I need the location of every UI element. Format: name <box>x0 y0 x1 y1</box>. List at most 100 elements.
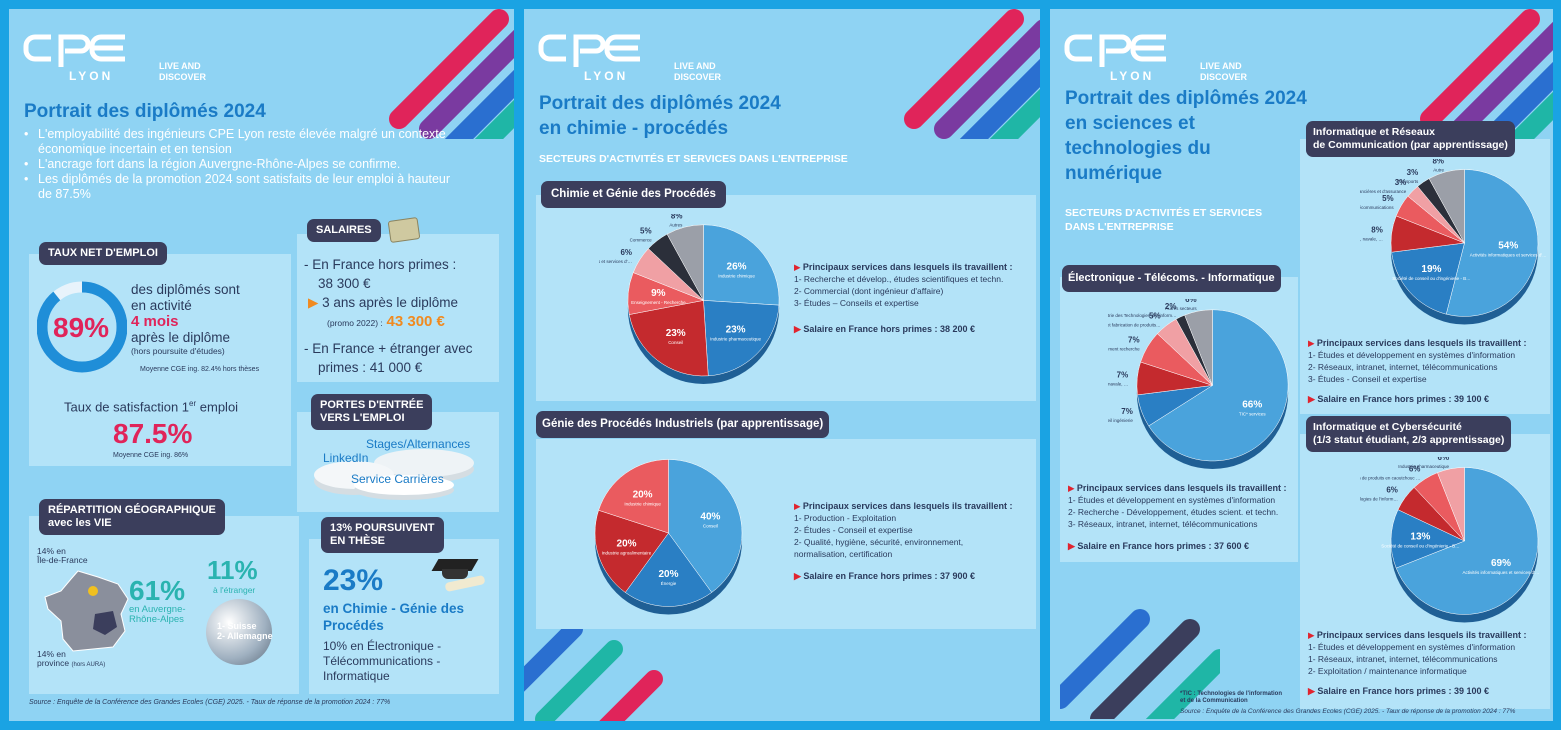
logo-city: LYON <box>584 69 629 83</box>
bullet: L'ancrage fort dans la région Auvergne-R… <box>24 157 464 172</box>
pie-slice-name: Société de conseil ou d'ingénierie - B… <box>1392 276 1470 281</box>
pie-slice-name: Industrie pharmaceutique <box>1398 464 1449 469</box>
pie-slice-name: Conseil <box>703 523 718 528</box>
pie-slice-name: Transports <box>1397 179 1419 184</box>
pie-slice <box>1184 309 1213 386</box>
page-subtitle: SECTEURS D'ACTIVITÉS ET SERVICES DANS L'E… <box>1065 207 1263 233</box>
sector-pie-chart: 66%TIC* services 7% Société conseil ingéni… <box>1108 299 1289 469</box>
pie-slice-name: Autre <box>1433 167 1444 172</box>
tic-footnote: *TIC : Technologies de l'information et d… <box>1180 691 1282 704</box>
pie-slice-name: Commerce <box>630 237 653 242</box>
pie-slice-label: 6% <box>1386 486 1398 495</box>
intro-bullets: L'employabilité des ingénieurs CPE Lyon … <box>24 127 464 202</box>
pie-slice-label: 3% <box>1407 168 1419 177</box>
pie-slice-name: Industrie auto, aéronautique, navale, … <box>1108 381 1128 386</box>
pie-slice-name: Industrie agroalimentaire <box>602 551 652 556</box>
logo-city: LYON <box>1110 69 1155 83</box>
infographic-overview: LYON LIVE AND DISCOVER Portrait des diplô… <box>9 9 514 721</box>
porte-service: Service Carrières <box>351 472 444 486</box>
these-other: 10% en Électronique - Télécommunications … <box>323 639 442 683</box>
portes-label: PORTES D'ENTRÉE VERS L'EMPLOI <box>311 394 433 430</box>
geo-idf: 14% en Île-de-France <box>37 546 88 565</box>
satisfaction-value: 87.5% <box>113 418 193 449</box>
pie-slice <box>703 300 780 377</box>
sector-pie-chart: 69%Activités informatiques et services d… <box>1360 457 1540 623</box>
pie-slice-label: 20% <box>617 539 637 550</box>
porte-linkedin: LinkedIn <box>323 451 369 465</box>
pie-slice <box>628 300 709 377</box>
pie-slice-label: 7% <box>1128 335 1140 344</box>
pie-slice-label: 8% <box>1432 159 1444 165</box>
geo-etranger-text: à l'étranger <box>213 585 256 595</box>
pie-slice <box>666 224 704 301</box>
source-note: Source : Enquête de la Conférence des Gr… <box>29 699 391 706</box>
cpe-logo: LYON LIVE AND DISCOVER <box>23 31 233 91</box>
pie-slice-name: Industrie chimique <box>718 273 755 278</box>
page-subtitle: SECTEURS D'ACTIVITÉS ET SERVICES DANS L'… <box>539 153 848 165</box>
salaires-box <box>297 234 499 382</box>
source-note: Source : Enquête de la Conférence des Gr… <box>1180 708 1516 715</box>
salaires-text: - En France hors primes : 38 300 € ▶ 3 a… <box>304 257 473 375</box>
services-block: ▶ Principaux services dans lesquels ils … <box>1068 483 1287 551</box>
geo-etranger-value: 11% <box>207 555 258 585</box>
pie-slice-name: Enseignement - Recherche <box>631 300 686 305</box>
pie-slice-name: Fabrication de produits en caoutchouc … <box>1360 475 1420 480</box>
pie-slice-name: Activités financières et d'assurance <box>1360 189 1407 194</box>
pie-slice-label: 26% <box>727 261 747 272</box>
pie-slice-name: Industrie des Technologies de l'inform… <box>1360 497 1398 502</box>
pie-slice-name: Activités informatiques et services d'… <box>1463 570 1540 575</box>
emploi-label: TAUX NET D'EMPLOI <box>39 242 167 265</box>
pie-slice-name: Activités informatiques et services d'… <box>599 259 632 264</box>
cpe-logo: LYON LIVE AND DISCOVER <box>1064 31 1274 91</box>
pie-slice-name: Métallurgie et fabrication de produits… <box>1108 322 1161 327</box>
logo-tagline: LIVE AND DISCOVER <box>159 61 207 82</box>
these-value: 23% <box>323 564 384 597</box>
pie-slice-label: 7% <box>1121 407 1133 416</box>
pie-slice-label: 6% <box>1409 464 1421 473</box>
services-block: ▶ Principaux services dans lesquels ils … <box>794 501 1013 581</box>
cpe-logo: LYON LIVE AND DISCOVER <box>538 31 748 91</box>
page-title: Portrait des diplômés 2024 en chimie - pr… <box>539 93 781 139</box>
geo-aura-text: en Auvergne- Rhône-Alpes <box>129 604 186 625</box>
geo-aura-value: 61% <box>129 575 186 606</box>
pie-slice-name: Conseil <box>668 340 683 345</box>
pie-slice-label: 2% <box>1165 302 1177 311</box>
geo-label: RÉPARTITION GÉOGRAPHIQUE avec les VIE <box>39 499 225 535</box>
services-block: ▶ Principaux services dans lesquels ils … <box>1308 338 1527 404</box>
pie-slice-name: Société de conseil ou d'ingénierie - B… <box>1381 544 1459 549</box>
pie-slice-label: 54% <box>1498 241 1518 252</box>
these-label: 13% POURSUIVENT EN THÈSE <box>321 517 444 553</box>
section-box <box>536 195 1036 401</box>
pie-slice <box>1395 467 1539 615</box>
pie-slice <box>1148 309 1289 462</box>
satisfaction-label: Taux de satisfaction 1er emploi <box>64 399 239 415</box>
decorative-stripes <box>1060 609 1220 719</box>
geo-province: 14% en province (hors AURA) <box>37 649 106 669</box>
these-field: en Chimie - Génie des Procédés <box>323 601 465 633</box>
decorative-stripes <box>904 9 1040 139</box>
pie-slice-label: 5% <box>640 226 652 235</box>
pie-slice-name: Société conseil ingénierie <box>1108 418 1133 423</box>
services-block: ▶ Principaux services dans lesquels ils … <box>1308 630 1527 696</box>
logo-tagline: LIVE AND DISCOVER <box>1200 61 1248 82</box>
porte-stages: Stages/Alternances <box>366 437 471 451</box>
section-label: Chimie et Génie des Procédés <box>541 181 726 208</box>
pie-slice <box>1390 509 1466 569</box>
pie-slice-label: 20% <box>633 489 653 500</box>
pie-slice-name: Industrie auto, aéronautique, navale, … <box>1360 237 1383 242</box>
pie-slice-label: 23% <box>666 328 686 339</box>
pie-slice-label: 23% <box>726 324 746 335</box>
pie-slice-name: TIC* services <box>1239 411 1267 416</box>
pie-slice <box>1445 169 1539 317</box>
section-label: Électronique - Télécoms. - Informatique <box>1062 265 1281 292</box>
bullet: L'employabilité des ingénieurs CPE Lyon … <box>24 127 464 157</box>
pie-slice-name: Autres secteurs <box>1165 306 1197 311</box>
pie-slice-name: Autres <box>669 222 683 227</box>
infographic-numerique: LYON LIVE AND DISCOVER Portrait des diplô… <box>1050 9 1553 721</box>
pie-slice-label: 3% <box>1395 178 1407 187</box>
pie-slice-name: Télécommunications <box>1360 205 1394 210</box>
pie-slice-label: 6% <box>1185 299 1197 304</box>
pie-slice-label: 66% <box>1242 399 1262 410</box>
pie-slice-label: 5% <box>1149 311 1161 320</box>
